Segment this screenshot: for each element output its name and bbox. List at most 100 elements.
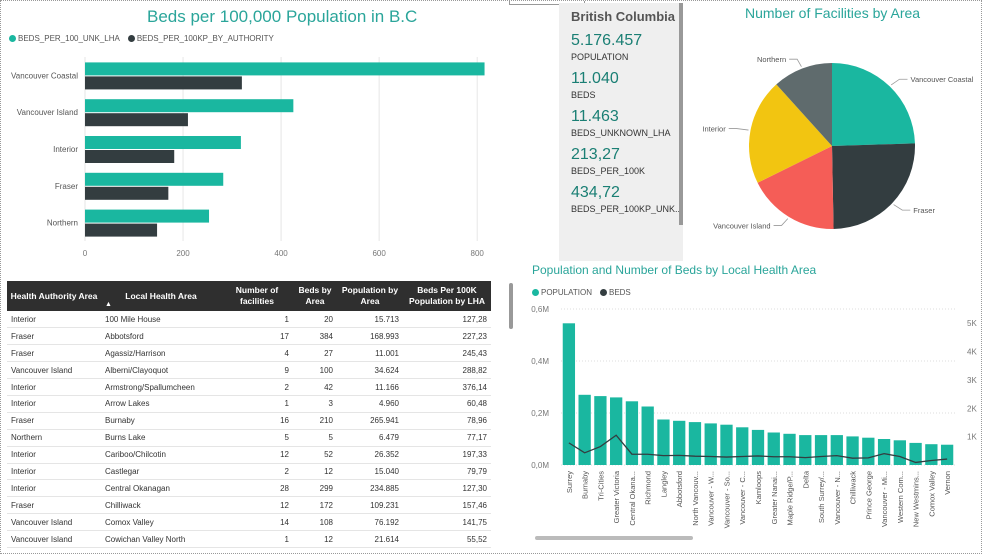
population-bar (641, 406, 654, 465)
table-row[interactable]: Fraser Burnaby 16 210 265.941 78,96 (7, 412, 491, 430)
x-tick-label: 200 (176, 249, 190, 258)
column-header[interactable]: Beds by Area (293, 281, 337, 311)
kpi-label: BEDS (571, 90, 596, 100)
pie-label: Interior (702, 125, 726, 134)
x-tick-label: North Vancouv... (691, 471, 700, 526)
sort-ascending-icon[interactable]: ▲ (105, 301, 112, 308)
bar (85, 99, 294, 113)
x-tick-label: Vancouver - N... (833, 471, 842, 525)
leader-line (789, 58, 802, 67)
table-row[interactable]: Fraser Agassiz/Harrison 4 27 11.001 245,43 (7, 344, 491, 363)
pie-slice (749, 84, 832, 183)
y-tick-label: Interior (53, 145, 78, 154)
pie-slice (832, 143, 915, 229)
table-cell: 55,52 (403, 530, 491, 548)
population-bar (893, 440, 906, 465)
kpi-item: 11.463 BEDS_UNKNOWN_LHA (559, 108, 683, 138)
table-cell: Interior (7, 446, 101, 464)
table-cell: 299 (293, 479, 337, 498)
y-right-tick-label: 2K (967, 404, 977, 413)
kpi-list: 5.176.457 POPULATION 11.040 BEDS 11.463 BED… (559, 32, 683, 214)
column-header[interactable]: Population by Area (337, 281, 403, 311)
y-right-tick-label: 3K (967, 376, 977, 385)
bar (85, 113, 188, 127)
table-row[interactable]: Vancouver Island Cowichan Valley North 1 12… (7, 530, 491, 548)
table-cell: 12 (221, 496, 293, 515)
table-cell: 2 (221, 378, 293, 396)
table-cell: 9 (221, 361, 293, 380)
table-row[interactable]: Interior 100 Mile House 1 20 15.713 127,28 (7, 311, 491, 329)
kpi-value: 213,27 (571, 146, 620, 163)
table-row[interactable]: Fraser Chilliwack 12 172 109.231 157,46 (7, 496, 491, 515)
table-cell: 20 (293, 311, 337, 329)
x-tick-label: Richmond (644, 471, 653, 505)
table-cell: Fraser (7, 327, 101, 346)
column-header[interactable]: Number of facilities (221, 281, 293, 311)
table-cell: 52 (293, 446, 337, 464)
y-left-tick-label: 0,0M (531, 461, 549, 470)
table-cell: Vancouver Island (7, 361, 101, 380)
table-cell: 4.960 (337, 395, 403, 413)
table-cell: 5 (221, 429, 293, 447)
table-cell: 384 (293, 327, 337, 346)
table-cell: Fraser (7, 412, 101, 430)
kpi-item: 11.040 BEDS (559, 70, 683, 100)
table-cell: Castlegar (101, 463, 221, 481)
table-row[interactable]: Fraser Abbotsford 17 384 168.993 227,23 (7, 327, 491, 346)
table-row[interactable]: Interior Castlegar 2 12 15.040 79,79 (7, 463, 491, 481)
column-header[interactable]: Local Health Area ▲ (101, 281, 221, 311)
beds-chart-title: Beds per 100,000 Population in B.C (147, 7, 418, 26)
x-tick-label: Burnaby (581, 471, 590, 499)
table-cell: 3 (293, 395, 337, 413)
table-cell: 12 (293, 463, 337, 481)
kpi-value: 5.176.457 (571, 32, 643, 49)
table-cell: 245,43 (403, 344, 491, 363)
legend-item[interactable]: BEDS_PER_100_UNK_LHA (9, 34, 120, 43)
beds-line (568, 434, 948, 464)
column-header[interactable]: Health Authority Area (7, 281, 101, 311)
table-row[interactable]: Interior Cariboo/Chilcotin 12 52 26.352 197,3… (7, 446, 491, 464)
x-tick-label: Prince George (864, 471, 873, 519)
table-cell: Fraser (7, 344, 101, 363)
legend-item[interactable]: BEDS_PER_100KP_BY_AUTHORITY (127, 34, 274, 43)
x-tick-label: Comox Valley (927, 471, 936, 517)
y-tick-label: Fraser (55, 182, 78, 191)
pop-chart-scrollbar[interactable] (535, 536, 693, 540)
table-row[interactable]: Vancouver Island Alberni/Clayoquot 9 100 34.… (7, 361, 491, 380)
leader-line (773, 218, 789, 226)
table-cell: 127,30 (403, 479, 491, 498)
beds-chart: 0 200 400 600 800 Vancouver Coastal Vancouver … (11, 57, 485, 258)
x-tick-label: New Westmins... (912, 471, 921, 527)
table-row[interactable]: Vancouver Island Comox Valley 14 108 76.192 1… (7, 513, 491, 532)
table-cell: 1 (221, 395, 293, 413)
population-bar (688, 422, 702, 465)
legend-item[interactable]: POPULATION (532, 288, 592, 297)
x-tick-label: 400 (274, 249, 288, 258)
table-cell: Interior (7, 463, 101, 481)
y-left-tick-label: 0,6M (531, 305, 549, 314)
table-cell: 77,17 (403, 429, 491, 447)
table-row[interactable]: Northern Burns Lake 5 5 6.479 77,17 (7, 429, 491, 447)
table-cell: Interior (7, 311, 101, 329)
y-left-tick-label: 0,4M (531, 357, 549, 366)
kpi-card-scrollbar[interactable] (679, 3, 683, 225)
kpi-value: 11.040 (571, 70, 619, 87)
table-row[interactable]: Interior Central Okanagan 28 299 234.885 127,… (7, 479, 491, 498)
pop-chart-title: Population and Number of Beds by Local H… (532, 263, 817, 277)
table-cell: 78,96 (403, 412, 491, 430)
table-cell: 265.941 (337, 412, 403, 430)
population-bar (594, 396, 607, 465)
table-cell: 28 (221, 479, 293, 498)
column-header[interactable]: Beds Per 100K Population by LHA (403, 281, 491, 311)
table-cell: 157,46 (403, 496, 491, 515)
table-row[interactable]: Interior Arrow Lakes 1 3 4.960 60,48 (7, 395, 491, 413)
table-body: Interior 100 Mile House 1 20 15.713 127,28 Fra… (7, 311, 491, 548)
legend-item[interactable]: BEDS (599, 288, 631, 297)
table-scrollbar[interactable] (509, 283, 513, 329)
table-row[interactable]: Interior Armstrong/Spallumcheen 2 42 11.166 3… (7, 378, 491, 396)
x-tick-label: Vancouver - C... (738, 471, 747, 525)
table-cell: 34.624 (337, 361, 403, 380)
population-bar (562, 323, 576, 465)
population-bar (720, 424, 733, 465)
table-cell: 5 (293, 429, 337, 447)
